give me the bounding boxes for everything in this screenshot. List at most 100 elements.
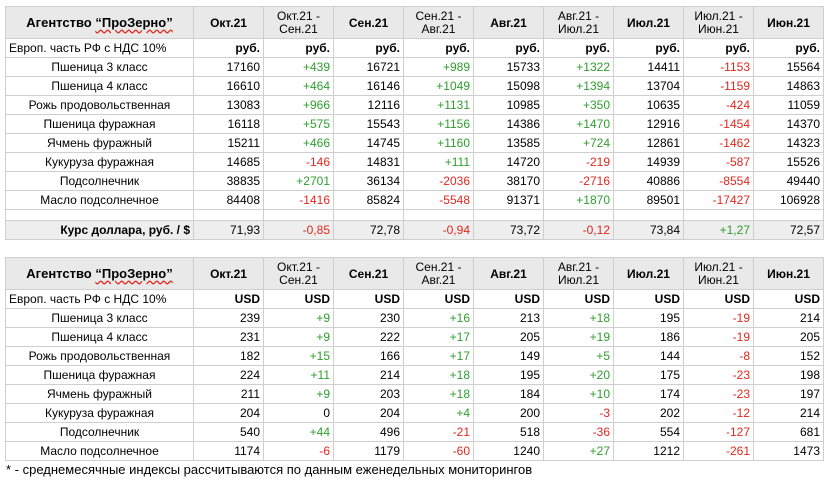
- change-cell: +16: [403, 308, 474, 328]
- change-cell: +20: [543, 365, 614, 385]
- price-cell: 175: [613, 365, 684, 385]
- price-cell: 16146: [333, 76, 404, 96]
- price-cell: 14745: [333, 133, 404, 153]
- rate-value-cell: 72,78: [333, 220, 404, 240]
- table-row: Ячмень фуражный 211 +9 203 +18 184 +10 174 -23 19…: [5, 384, 824, 404]
- price-cell: 13585: [473, 133, 544, 153]
- change-cell: +11: [263, 365, 334, 385]
- price-cell: 203: [333, 384, 404, 404]
- column-header: Июн.21: [753, 6, 824, 39]
- change-cell: -23: [683, 384, 754, 404]
- price-cell: 13704: [613, 76, 684, 96]
- price-cell: 15543: [333, 114, 404, 134]
- region-vat-label: Европ. часть РФ с НДС 10%: [5, 38, 194, 58]
- price-cell: 224: [193, 365, 264, 385]
- price-cell: 13083: [193, 95, 264, 115]
- unit-cell: руб.: [753, 38, 824, 58]
- usd-table-body: Агентство “ПроЗерно” Окт.21 Окт.21 - Сен.2…: [5, 257, 824, 461]
- row-label: Кукуруза фуражная: [5, 152, 194, 172]
- spacer-cell: [403, 209, 474, 221]
- change-cell: +17: [403, 327, 474, 347]
- rate-value-cell: 71,93: [193, 220, 264, 240]
- change-cell: +464: [263, 76, 334, 96]
- price-cell: 239: [193, 308, 264, 328]
- unit-cell: руб.: [473, 38, 544, 58]
- change-cell: +44: [263, 422, 334, 442]
- price-cell: 144: [613, 346, 684, 366]
- price-cell: 205: [753, 327, 824, 347]
- change-cell: -12: [683, 403, 754, 423]
- price-cell: 1212: [613, 441, 684, 461]
- change-cell: -21: [403, 422, 474, 442]
- price-cell: 10635: [613, 95, 684, 115]
- rate-value-cell: 72,57: [753, 220, 824, 240]
- change-cell: -1416: [263, 190, 334, 210]
- change-cell: +989: [403, 57, 474, 77]
- unit-cell: USD: [613, 289, 684, 309]
- footnote: * - среднемесячные индексы рассчитываютс…: [6, 462, 533, 477]
- change-cell: +10: [543, 384, 614, 404]
- price-cell: 496: [333, 422, 404, 442]
- change-cell: -1454: [683, 114, 754, 134]
- usd-price-table: Агентство “ПроЗерно” Окт.21 Окт.21 - Сен.2…: [5, 257, 824, 461]
- price-cell: 202: [613, 403, 684, 423]
- change-cell: 0: [263, 403, 334, 423]
- change-cell: +17: [403, 346, 474, 366]
- change-cell: -6: [263, 441, 334, 461]
- change-cell: +9: [263, 308, 334, 328]
- price-cell: 554: [613, 422, 684, 442]
- change-cell: +1049: [403, 76, 474, 96]
- table-row: Пшеница фуражная 16118 +575 15543 +1156 14386…: [5, 114, 824, 134]
- change-cell: +1870: [543, 190, 614, 210]
- column-header: Авг.21: [473, 6, 544, 39]
- price-cell: 15526: [753, 152, 824, 172]
- price-cell: 1473: [753, 441, 824, 461]
- change-cell: +111: [403, 152, 474, 172]
- price-cell: 38170: [473, 171, 544, 191]
- change-cell: +27: [543, 441, 614, 461]
- price-cell: 16118: [193, 114, 264, 134]
- table-row: Рожь продовольственная 182 +15 166 +17 149 +5 1…: [5, 346, 824, 366]
- change-cell: -261: [683, 441, 754, 461]
- column-header: Окт.21: [193, 6, 264, 39]
- unit-row: Европ. часть РФ с НДС 10% руб. руб. руб. руб…: [5, 38, 824, 58]
- price-cell: 182: [193, 346, 264, 366]
- price-cell: 91371: [473, 190, 544, 210]
- change-cell: -8554: [683, 171, 754, 191]
- change-cell: -424: [683, 95, 754, 115]
- change-cell: +966: [263, 95, 334, 115]
- row-label: Пшеница 4 класс: [5, 76, 194, 96]
- row-label: Пшеница фуражная: [5, 365, 194, 385]
- row-label: Пшеница 3 класс: [5, 57, 194, 77]
- change-cell: -8: [683, 346, 754, 366]
- row-label: Пшеница 4 класс: [5, 327, 194, 347]
- column-header: Авг.21 - Июл.21: [543, 257, 614, 290]
- exchange-rate-row: Курс доллара, руб. / $71,93 -0,85 72,78 -0,…: [5, 220, 824, 240]
- unit-cell: руб.: [683, 38, 754, 58]
- price-cell: 15733: [473, 57, 544, 77]
- table-row: Пшеница 4 класс 16610 +464 16146 +1049 15098 +…: [5, 76, 824, 96]
- table-row: Рожь продовольственная 13083 +966 12116 +113…: [5, 95, 824, 115]
- row-label: Пшеница фуражная: [5, 114, 194, 134]
- change-cell: -127: [683, 422, 754, 442]
- change-cell: -1153: [683, 57, 754, 77]
- price-cell: 204: [333, 403, 404, 423]
- price-cell: 89501: [613, 190, 684, 210]
- price-cell: 106928: [753, 190, 824, 210]
- unit-cell: руб.: [333, 38, 404, 58]
- change-cell: +1322: [543, 57, 614, 77]
- rub-price-table: Агентство “ПроЗерно” Окт.21 Окт.21 - Сен.2…: [5, 6, 824, 240]
- table-row: Пшеница 3 класс 239 +9 230 +16 213 +18 195 -19 21…: [5, 308, 824, 328]
- column-header: Авг.21: [473, 257, 544, 290]
- price-cell: 12916: [613, 114, 684, 134]
- row-label: Рожь продовольственная: [5, 346, 194, 366]
- change-cell: -5548: [403, 190, 474, 210]
- rate-value-cell: 73,72: [473, 220, 544, 240]
- column-header: Авг.21 - Июл.21: [543, 6, 614, 39]
- price-cell: 14685: [193, 152, 264, 172]
- spacer-cell: [543, 209, 614, 221]
- table-row: Подсолнечник 38835 +2701 36134 -2036 38170 -27…: [5, 171, 824, 191]
- row-label: Кукуруза фуражная: [5, 403, 194, 423]
- change-cell: +1131: [403, 95, 474, 115]
- change-cell: +15: [263, 346, 334, 366]
